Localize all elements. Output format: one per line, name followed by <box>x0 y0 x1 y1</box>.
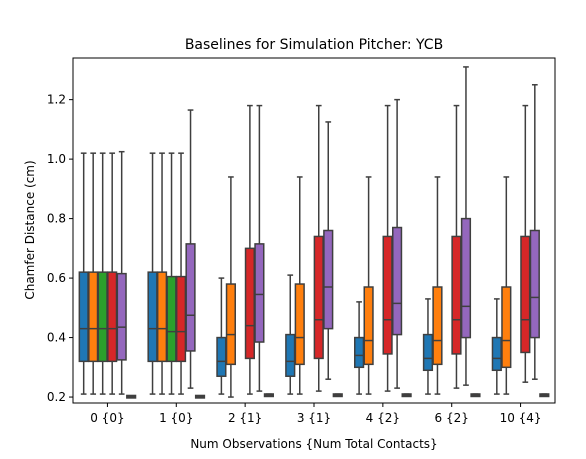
box-plot <box>363 176 374 395</box>
box <box>501 286 512 369</box>
y-tick-label: 1.2 <box>47 93 66 107</box>
box <box>313 235 324 360</box>
x-tick-label: 0 {0} <box>90 411 124 425</box>
box <box>254 243 265 343</box>
x-tick-label: 1 {0} <box>159 411 193 425</box>
box-plot <box>244 104 255 395</box>
box <box>354 336 365 369</box>
box <box>460 217 472 339</box>
box-plot <box>194 394 206 399</box>
box-plot <box>332 393 343 398</box>
box-plot <box>175 152 187 395</box>
box-plot <box>323 121 334 380</box>
y-tick-label: 1.0 <box>47 152 66 166</box>
box <box>451 235 462 355</box>
box <box>323 229 334 330</box>
x-tick-label: 6 {2} <box>435 411 469 425</box>
box-plot <box>185 109 196 389</box>
box <box>491 336 502 372</box>
box-plot <box>78 152 89 395</box>
box-plot <box>529 84 540 380</box>
box-plot <box>88 152 99 395</box>
box <box>78 271 89 363</box>
box-plot <box>501 176 512 395</box>
box <box>166 275 177 363</box>
box <box>285 333 296 377</box>
box-plot <box>116 150 127 395</box>
box <box>116 272 127 361</box>
box-plot <box>285 274 296 395</box>
box-plot <box>225 176 236 398</box>
box-plot <box>216 277 227 395</box>
box-plot <box>520 104 531 383</box>
y-tick-label: 0.4 <box>47 331 66 345</box>
box <box>97 271 108 363</box>
box <box>175 275 187 363</box>
box-plot <box>126 394 137 399</box>
box <box>107 271 118 363</box>
y-axis-label: Chamfer Distance (cm) <box>23 160 37 299</box>
box <box>363 286 374 366</box>
box-plot <box>392 98 403 389</box>
plot-frame <box>72 57 556 404</box>
box <box>382 235 393 355</box>
box <box>520 235 531 354</box>
y-tick-label: 0.8 <box>47 212 66 226</box>
box-plot <box>382 104 393 392</box>
box <box>88 271 99 363</box>
box-plot <box>294 176 305 395</box>
box <box>185 243 196 352</box>
box-plot <box>451 104 462 389</box>
x-tick-label: 2 {1} <box>228 411 262 425</box>
box <box>422 333 434 372</box>
box <box>156 271 168 363</box>
box-plot <box>422 298 434 395</box>
box <box>432 286 443 366</box>
box-plot <box>166 152 177 395</box>
box <box>216 336 227 377</box>
box-plot <box>539 393 550 398</box>
box <box>392 226 403 336</box>
y-tick-label: 0.6 <box>47 271 66 285</box>
plot-area: 0.2 0.4 0.6 0.8 1.0 1.2 0 {0} 1 {0} 2 {1} 3 {1} 4 … <box>47 66 550 425</box>
box-plot <box>432 176 443 395</box>
box-plot <box>354 301 365 395</box>
box-plot <box>491 298 502 395</box>
x-tick-label: 10 {4} <box>500 411 542 425</box>
chart-title: Baselines for Simulation Pitcher: YCB <box>185 37 443 53</box>
x-tick-label: 4 {2} <box>366 411 400 425</box>
box-plot <box>254 104 265 392</box>
box-plot <box>147 152 158 395</box>
box-plot <box>107 152 118 395</box>
box-plot <box>460 66 472 386</box>
box <box>225 283 236 366</box>
box <box>294 283 305 366</box>
box <box>529 229 540 339</box>
box <box>244 247 255 360</box>
box-plot <box>470 393 481 398</box>
box-plot <box>313 104 324 392</box>
x-axis-label: Num Observations {Num Total Contacts} <box>190 437 437 451</box>
y-tick-label: 0.2 <box>47 390 66 404</box>
box-plot <box>401 393 412 398</box>
box-plot <box>263 393 274 398</box>
box <box>147 271 158 363</box>
box-plot <box>156 152 168 395</box>
x-tick-label: 3 {1} <box>297 411 331 425</box>
box-plot <box>97 152 108 395</box>
